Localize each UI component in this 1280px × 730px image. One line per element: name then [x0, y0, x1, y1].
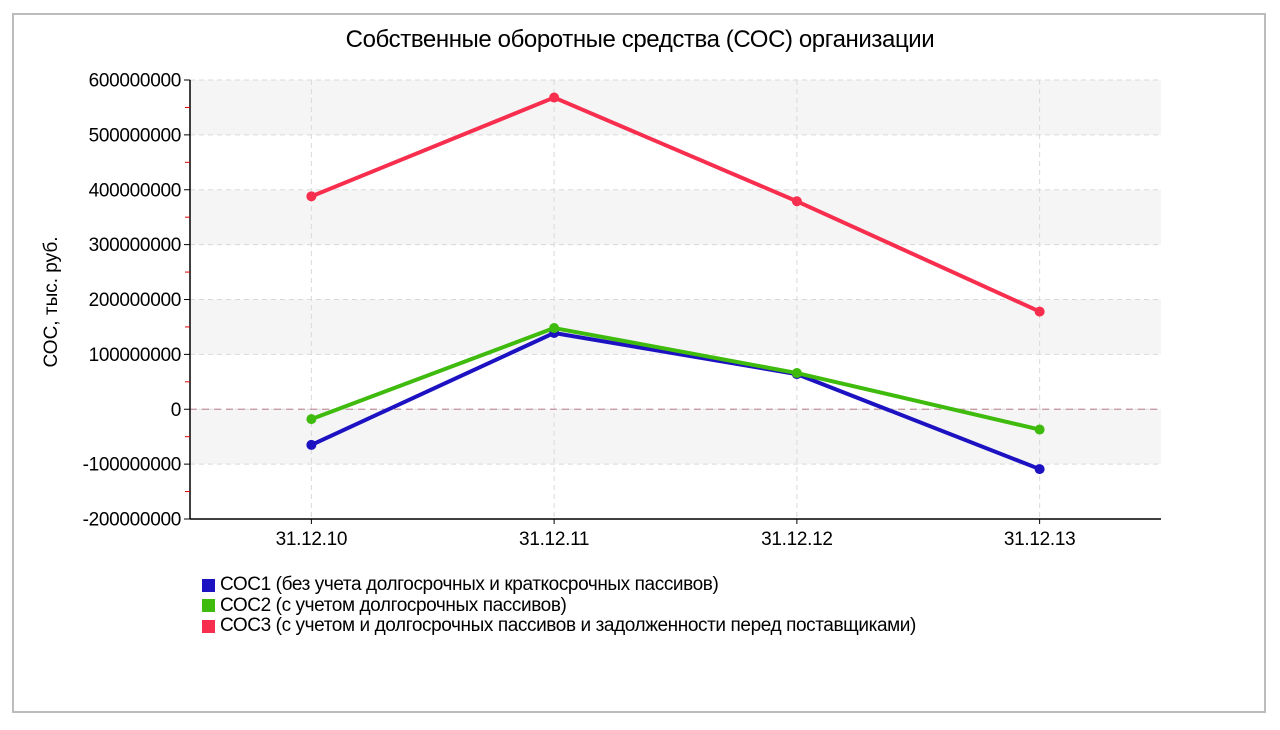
legend-item: СОС3 (с учетом и долгосрочных пассивов и…: [202, 615, 916, 637]
series-line: [309, 326, 1042, 432]
y-tick-label: 0: [171, 400, 181, 421]
plot-band: [190, 80, 1161, 135]
data-point: [791, 196, 802, 207]
legend-swatch: [202, 578, 215, 592]
data-point: [306, 414, 317, 425]
plot-band: [190, 409, 1161, 465]
legend-swatch: [202, 619, 215, 633]
y-tick-label: 300000000: [89, 235, 181, 256]
data-point: [1034, 424, 1045, 435]
y-tick-label: 200000000: [89, 290, 181, 311]
axes: [184, 79, 1161, 524]
data-point: [549, 323, 560, 334]
y-tick-label: 400000000: [89, 180, 181, 201]
legend-label: СОС2 (с учетом долгосрочных пассивов): [220, 594, 567, 616]
y-tick-label: -100000000: [83, 455, 181, 476]
gridlines: [190, 79, 1161, 519]
plot-band: [190, 189, 1161, 245]
legend-swatch: [202, 599, 215, 613]
data-point: [306, 191, 317, 202]
chart-title: Собственные оборотные средства (СОС) орг…: [345, 26, 935, 53]
data-point: [306, 439, 317, 450]
data-point: [791, 368, 802, 379]
data-point: [549, 92, 560, 103]
plot-bands: [190, 80, 1161, 465]
legend-label: СОС3 (с учетом и долгосрочных пассивов и…: [220, 615, 916, 637]
series-line: [309, 95, 1042, 314]
data-point: [1034, 306, 1045, 317]
y-tick-label: 600000000: [89, 71, 181, 92]
x-tick-label: 31.12.11: [519, 529, 589, 550]
legend: СОС1 (без учета долгосрочных и краткосро…: [202, 574, 916, 637]
x-tick-label: 31.12.13: [1004, 529, 1076, 550]
y-axis-title: СОС, тыс. руб.: [41, 236, 62, 367]
legend-item: СОС2 (с учетом долгосрочных пассивов): [202, 594, 916, 617]
y-tick-label: 100000000: [89, 345, 181, 366]
data-point: [1034, 464, 1045, 475]
y-tick-label: 500000000: [89, 125, 181, 146]
y-tick-label: -200000000: [83, 510, 181, 531]
series-line: [309, 330, 1042, 472]
plot-band: [190, 299, 1161, 355]
legend-label: СОС1 (без учета долгосрочных и краткосро…: [220, 574, 719, 596]
tick-labels: 600000000 500000000 400000000 300000000 2000…: [83, 71, 1076, 551]
x-tick-label: 31.12.10: [276, 529, 348, 550]
legend-item: СОС1 (без учета долгосрочных и краткосро…: [202, 574, 916, 596]
series-lines: [306, 92, 1045, 475]
x-tick-label: 31.12.12: [761, 529, 833, 550]
